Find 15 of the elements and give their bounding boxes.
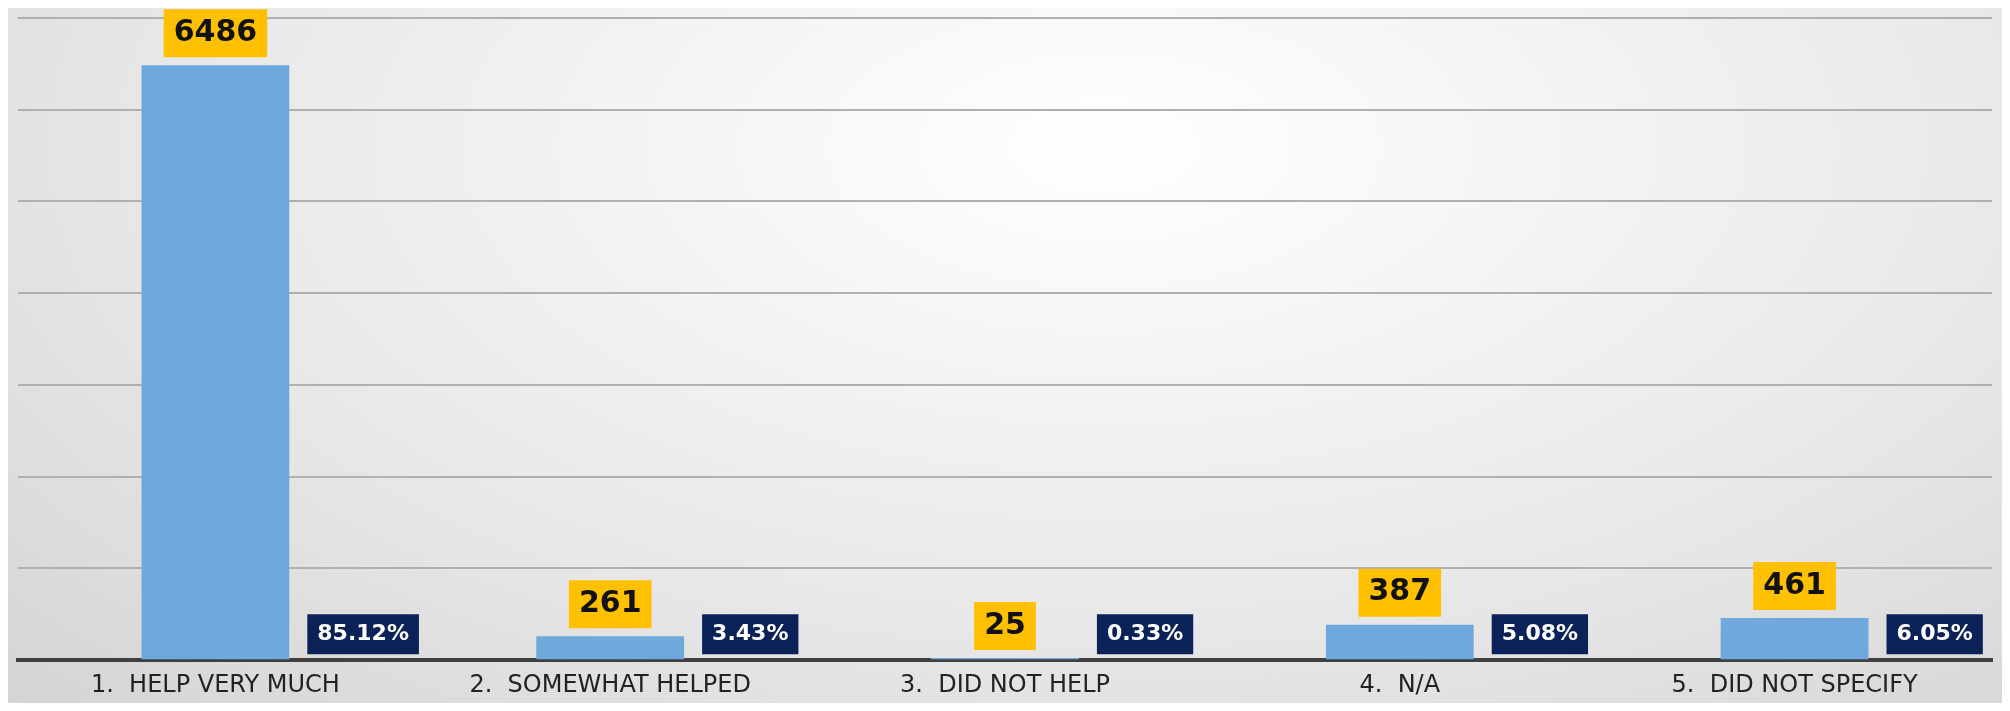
x-tick-label: 4. N/A (1359, 669, 1441, 698)
annotation: 0.33% (1106, 619, 1184, 645)
x-tick-label: 5. DID NOT SPECIFY (1671, 669, 1918, 698)
x-tick-label: 1. HELP VERY MUCH (90, 669, 340, 698)
data-label: 261 (578, 584, 642, 620)
x-tick-label: 2. SOMEWHAT HELPED (469, 669, 751, 698)
annotation: 3.43% (712, 619, 789, 645)
annotation: 5.08% (1501, 619, 1579, 645)
data-label: 387 (1368, 572, 1432, 608)
x-tick-label: 3. DID NOT HELP (899, 669, 1111, 698)
annotation: 6.05% (1896, 619, 1973, 645)
data-label: 6486 (173, 12, 258, 48)
data-label: 461 (1763, 565, 1826, 601)
data-label: 25 (984, 605, 1026, 641)
annotation: 85.12% (317, 619, 409, 645)
